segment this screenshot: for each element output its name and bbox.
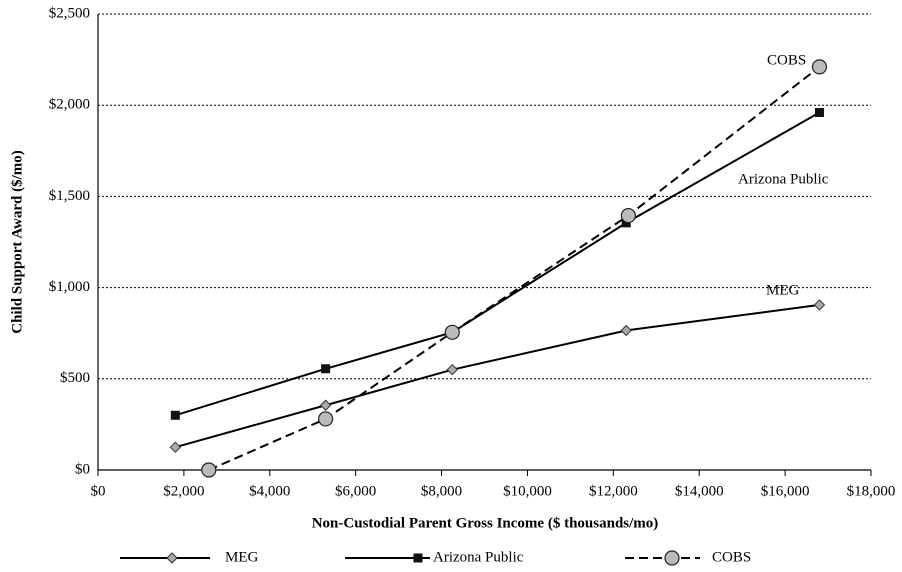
marker	[621, 218, 631, 228]
annotation: Arizona Public	[738, 171, 829, 187]
legend-marker	[664, 550, 680, 566]
x-tick-label: $18,000	[847, 483, 896, 499]
y-tick-label: $1,500	[49, 188, 90, 204]
marker	[811, 59, 828, 75]
series-line	[175, 111, 820, 417]
marker	[814, 107, 824, 117]
marker	[620, 324, 632, 337]
legend-label: COBS	[712, 549, 751, 565]
marker	[169, 441, 182, 453]
marker	[170, 410, 180, 420]
x-tick-label: $14,000	[675, 483, 724, 499]
x-tick-label: $0	[91, 483, 106, 499]
x-tick-label: $6,000	[335, 483, 376, 499]
marker	[321, 364, 331, 374]
marker	[620, 207, 636, 224]
x-axis-label: Non-Custodial Parent Gross Income ($ tho…	[312, 515, 659, 531]
legend-label: Arizona Public	[433, 549, 524, 565]
marker	[444, 324, 460, 340]
marker	[319, 399, 332, 411]
legend-label: MEG	[225, 549, 259, 565]
legend-marker	[166, 552, 178, 564]
marker	[446, 363, 458, 376]
y-tick-label: $2,500	[49, 5, 90, 21]
y-tick-label: $1,000	[49, 279, 90, 295]
annotation: COBS	[767, 52, 806, 68]
marker	[201, 462, 217, 478]
series-line	[208, 66, 821, 471]
series-line	[175, 303, 820, 449]
marker	[318, 411, 334, 427]
y-tick-label: $2,000	[49, 97, 90, 113]
x-tick-label: $4,000	[249, 483, 290, 499]
marker	[813, 299, 826, 311]
x-tick-label: $10,000	[503, 483, 552, 499]
y-axis-label: Child Support Award ($/mo)	[9, 150, 25, 334]
x-tick-label: $16,000	[761, 483, 810, 499]
x-tick-label: $8,000	[421, 483, 462, 499]
x-tick-label: $2,000	[163, 483, 204, 499]
legend-marker	[413, 553, 423, 563]
y-tick-label: $0	[75, 461, 90, 477]
annotation: MEG	[766, 282, 800, 298]
y-tick-label: $500	[60, 370, 90, 386]
x-tick-label: $12,000	[589, 483, 638, 499]
